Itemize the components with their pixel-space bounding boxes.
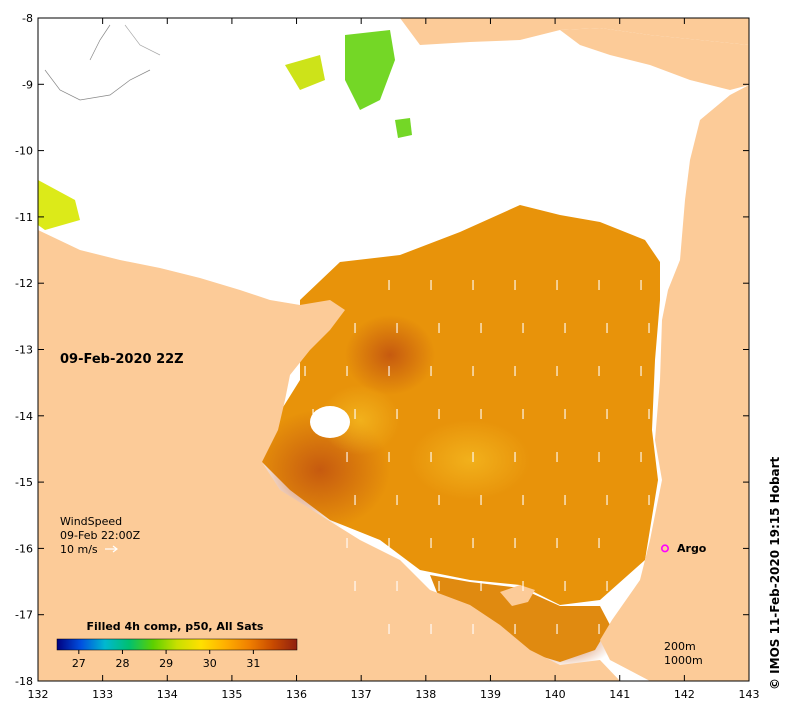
colorbar-ticks: 27 28 29 30 31 — [72, 650, 260, 670]
no-data-inlet — [310, 406, 350, 438]
sst-north-cool-patch-3 — [395, 118, 412, 138]
colorbar-tick-label: 30 — [203, 657, 217, 670]
map-layers — [38, 18, 749, 681]
x-tick-label: 136 — [286, 688, 307, 701]
imos-credit: © IMOS 11-Feb-2020 19:15 Hobart — [768, 456, 782, 690]
land-north-island — [560, 28, 749, 90]
sst-cool-patch-center — [410, 420, 530, 500]
argo-marker-icon — [660, 544, 669, 553]
y-tick-label: -15 — [15, 476, 33, 489]
wind-legend-line1: WindSpeed — [60, 515, 122, 528]
map-date-title: 09-Feb-2020 22Z — [60, 352, 184, 367]
sst-north-cool-patch-2 — [285, 55, 325, 90]
sst-west-patch — [38, 180, 80, 230]
x-tick-label: 137 — [351, 688, 372, 701]
x-tick-label: 138 — [415, 688, 436, 701]
x-tick-label: 135 — [221, 688, 242, 701]
y-tick-label: -8 — [22, 12, 33, 25]
x-tick-label: 134 — [157, 688, 178, 701]
wind-scale-arrow — [105, 545, 118, 553]
colorbar-tick-label: 31 — [246, 657, 260, 670]
x-tick-label: 140 — [545, 688, 566, 701]
colorbar-tick-label: 29 — [159, 657, 173, 670]
x-tick-label: 143 — [739, 688, 760, 701]
colorbar-tick-label: 28 — [115, 657, 129, 670]
x-tick-label: 132 — [28, 688, 49, 701]
y-axis: -8 -9 -10 -11 -12 -13 -14 -15 -16 -17 -18 — [15, 12, 749, 688]
land-arnhem — [38, 230, 620, 681]
y-tick-label: -10 — [15, 145, 33, 158]
y-tick-label: -17 — [15, 609, 33, 622]
y-tick-label: -11 — [15, 211, 33, 224]
x-tick-label: 139 — [480, 688, 501, 701]
depth-contour-1000m — [124, 24, 161, 56]
x-axis: 132 133 134 135 136 137 138 139 140 141 142 143 — [28, 18, 760, 701]
wind-legend-line2: 09-Feb 22:00Z — [60, 529, 141, 542]
depth-label-200m: 200m — [664, 640, 696, 653]
y-tick-label: -9 — [22, 78, 33, 91]
land-cape-york — [600, 85, 749, 681]
depth-label-1000m: 1000m — [664, 654, 703, 667]
wind-legend: WindSpeed 09-Feb 22:00Z 10 m/s — [60, 515, 141, 556]
depth-legend: 200m 1000m — [664, 640, 703, 667]
y-tick-label: -12 — [15, 277, 33, 290]
sst-warm-patch-north — [345, 315, 435, 395]
x-tick-label: 142 — [674, 688, 695, 701]
land-png — [400, 18, 749, 45]
colorbar: Filled 4h comp, p50, All Sats 27 28 29 30 31 — [56, 620, 298, 670]
colorbar-title: Filled 4h comp, p50, All Sats — [87, 620, 264, 633]
wind-legend-line3: 10 m/s — [60, 543, 98, 556]
wind-vectors — [304, 280, 650, 634]
colorbar-tick-label: 27 — [72, 657, 86, 670]
x-tick-label: 133 — [92, 688, 113, 701]
sst-cool-patch-west — [320, 385, 400, 455]
depth-contour-200m — [44, 24, 151, 101]
y-tick-label: -13 — [15, 344, 33, 357]
sst-field-south — [430, 575, 610, 662]
sst-north-cool-patch — [345, 30, 395, 110]
land-mornington-island — [500, 585, 535, 606]
argo-float: Argo — [660, 542, 707, 555]
y-tick-label: -14 — [15, 410, 33, 423]
argo-label: Argo — [677, 542, 707, 555]
x-tick-label: 141 — [609, 688, 630, 701]
colorbar-bar — [56, 638, 298, 651]
y-tick-label: -18 — [15, 675, 33, 688]
y-tick-label: -16 — [15, 542, 33, 555]
